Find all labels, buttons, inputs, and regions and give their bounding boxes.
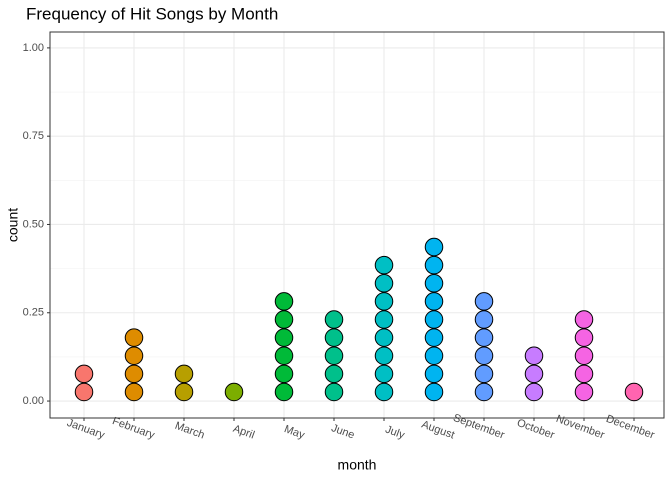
y-tick-label: 1.00	[23, 42, 44, 54]
x-tick-label: October	[515, 417, 556, 442]
dot	[224, 382, 244, 402]
dot	[624, 382, 644, 402]
dot	[424, 237, 444, 257]
dot	[524, 364, 544, 384]
dot	[524, 382, 544, 402]
dot	[324, 328, 344, 347]
dot	[74, 364, 94, 384]
dot	[374, 364, 394, 384]
dot	[374, 255, 394, 275]
dot	[574, 310, 594, 329]
dot	[174, 364, 194, 384]
y-tick-label: 0.75	[23, 130, 44, 142]
dot	[124, 346, 144, 366]
y-tick-label: 0.50	[23, 218, 44, 230]
x-tick-label: December	[604, 413, 656, 442]
dot	[424, 310, 444, 329]
dot	[124, 328, 144, 347]
x-tick-label: April	[231, 423, 256, 442]
dot	[374, 382, 394, 402]
dot	[124, 382, 144, 402]
dot	[424, 274, 444, 293]
y-axis-title: count	[5, 208, 21, 242]
dot	[574, 346, 594, 366]
dot	[324, 382, 344, 402]
dot	[474, 310, 494, 329]
dot	[274, 346, 294, 366]
dot	[474, 382, 494, 402]
x-tick-label: May	[282, 423, 306, 442]
dot	[524, 346, 544, 366]
dot	[274, 310, 294, 329]
dot	[474, 364, 494, 384]
dot	[474, 292, 494, 311]
x-tick-label: November	[554, 413, 606, 442]
dot	[374, 292, 394, 311]
dot	[374, 346, 394, 366]
dot	[74, 382, 94, 402]
x-tick-label: January	[65, 417, 106, 442]
x-tick-label: September	[451, 412, 506, 442]
y-tick-label: 0.00	[23, 395, 44, 407]
dot	[574, 364, 594, 384]
dot	[424, 292, 444, 311]
x-tick-label: August	[420, 419, 456, 442]
y-tick-label: 0.25	[23, 307, 44, 319]
x-tick-label: March	[173, 420, 206, 442]
panel-border	[49, 31, 665, 419]
dot	[124, 364, 144, 384]
dot	[374, 310, 394, 329]
dot	[574, 382, 594, 402]
dot	[424, 364, 444, 384]
dot	[274, 328, 294, 347]
chart-title: Frequency of Hit Songs by Month	[26, 4, 278, 23]
dot	[474, 346, 494, 366]
x-tick-label: July	[384, 424, 407, 442]
dot	[174, 382, 194, 402]
dot	[324, 310, 344, 329]
dot	[474, 328, 494, 347]
dot	[424, 328, 444, 347]
x-axis-title: month	[338, 457, 377, 473]
dot	[574, 328, 594, 347]
dot	[424, 382, 444, 402]
dot	[274, 364, 294, 384]
dot	[274, 292, 294, 311]
dot	[424, 255, 444, 275]
dot	[324, 364, 344, 384]
dot	[274, 382, 294, 402]
dot	[374, 328, 394, 347]
x-tick-label: June	[330, 422, 357, 441]
dot	[324, 346, 344, 366]
dot	[424, 346, 444, 366]
dot	[374, 274, 394, 293]
